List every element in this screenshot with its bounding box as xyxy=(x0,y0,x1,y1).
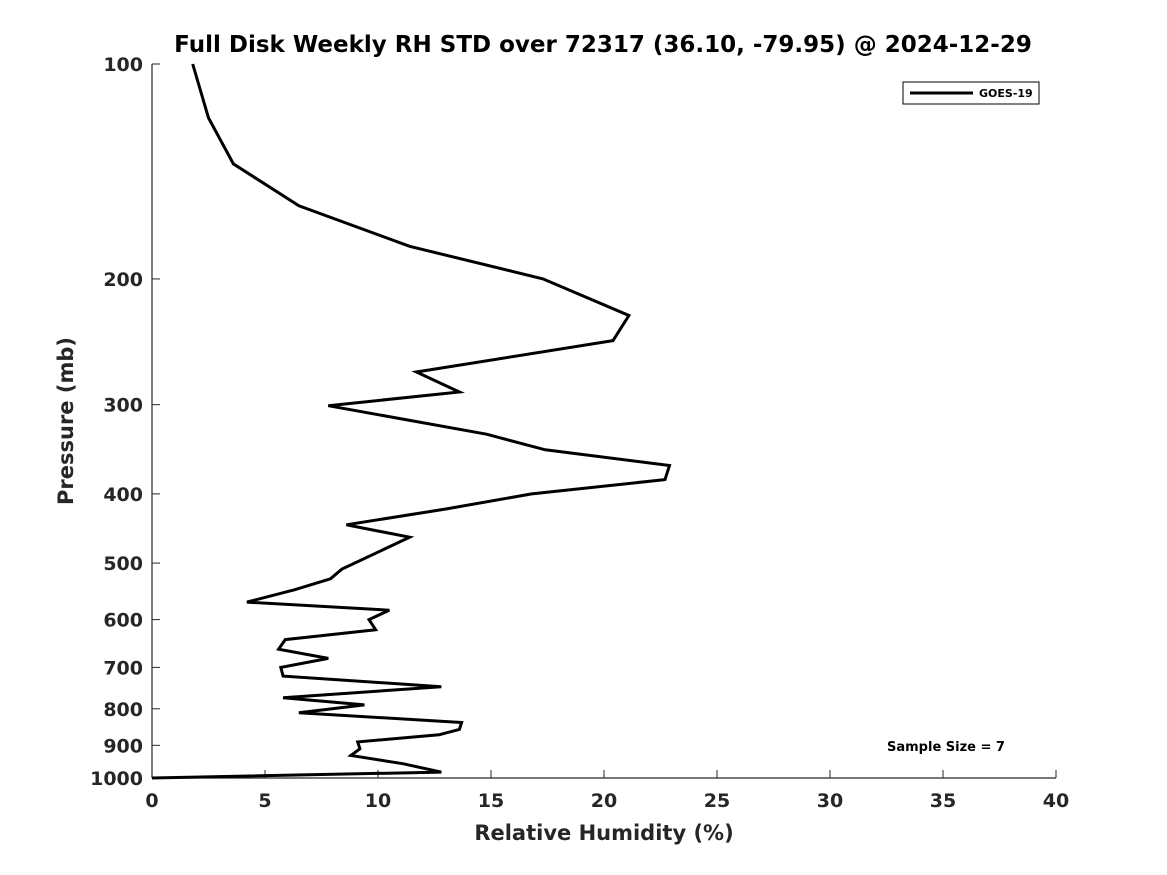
x-tick-label: 15 xyxy=(478,790,504,812)
series-group xyxy=(151,63,672,780)
y-tick-label: 800 xyxy=(103,699,143,721)
x-tick-label: 10 xyxy=(365,790,391,812)
y-ticks: 100 200 300 400 500 600 700 800 900 1000 xyxy=(90,54,160,790)
x-tick-label: 40 xyxy=(1043,790,1069,812)
x-axis-label: Relative Humidity (%) xyxy=(474,821,733,845)
chart-title: Full Disk Weekly RH STD over 72317 (36.1… xyxy=(174,32,1032,58)
y-tick-label: 100 xyxy=(103,54,143,76)
legend: GOES-19 xyxy=(902,81,1040,105)
y-tick-label: 700 xyxy=(103,657,143,679)
y-tick-label: 600 xyxy=(103,610,143,632)
x-tick-label: 35 xyxy=(930,790,956,812)
y-tick-label: 400 xyxy=(103,484,143,506)
legend-label: GOES-19 xyxy=(979,87,1033,100)
y-tick-label: 300 xyxy=(103,395,143,417)
y-tick-label: 1000 xyxy=(90,768,143,790)
y-tick-label: 200 xyxy=(103,269,143,291)
y-tick-label: 500 xyxy=(103,553,143,575)
x-tick-label: 30 xyxy=(817,790,843,812)
y-axis-label: Pressure (mb) xyxy=(54,337,78,505)
x-tick-label: 0 xyxy=(145,790,158,812)
x-tick-label: 5 xyxy=(258,790,271,812)
series-line xyxy=(151,63,672,780)
x-ticks: 0 5 10 15 20 25 30 35 40 xyxy=(145,770,1069,812)
y-tick-label: 900 xyxy=(103,735,143,757)
x-tick-label: 20 xyxy=(591,790,617,812)
sample-size-annotation: Sample Size = 7 xyxy=(887,740,1005,755)
x-tick-label: 25 xyxy=(704,790,730,812)
